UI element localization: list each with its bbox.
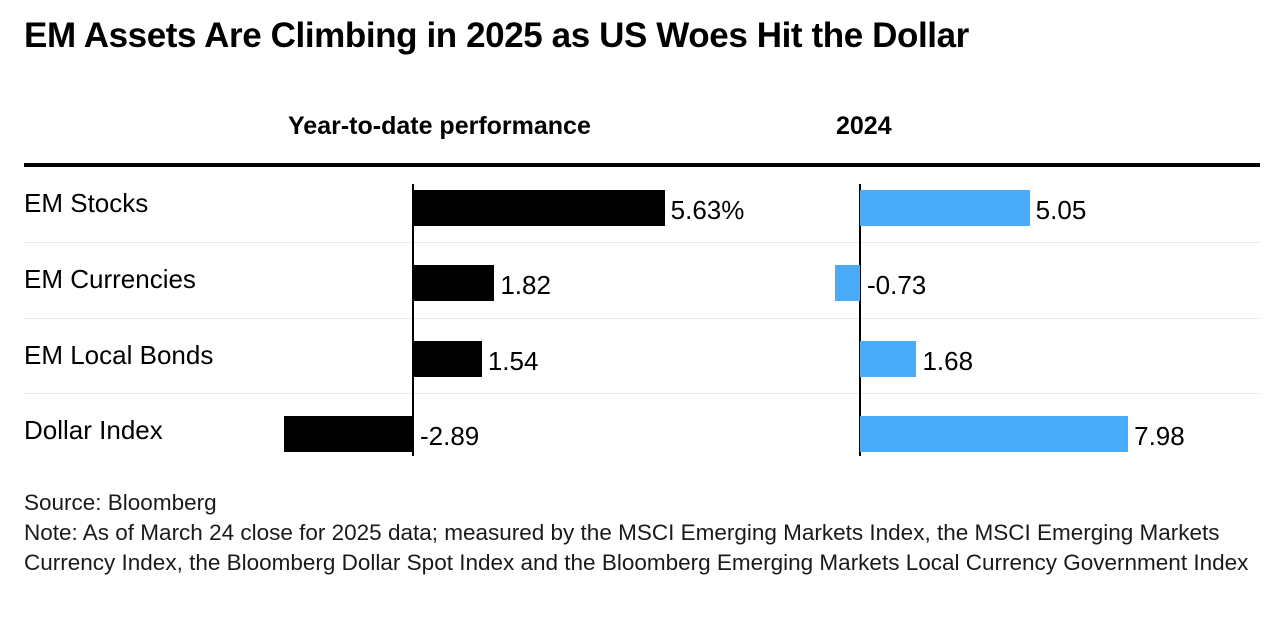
source-note: Source: Bloomberg xyxy=(24,490,217,515)
chart-footer: Source: Bloomberg Note: As of March 24 c… xyxy=(24,488,1264,578)
ytd-bar xyxy=(413,341,482,377)
y2024-value-label: 5.05 xyxy=(1035,195,1087,225)
row-label: EM Stocks xyxy=(24,188,149,218)
ytd-value-label: 5.63% xyxy=(670,195,745,225)
ytd-column-header: Year-to-date performance xyxy=(288,112,591,140)
y2024-value-label: 1.68 xyxy=(922,346,974,376)
ytd-bar xyxy=(413,265,495,301)
row-label: EM Local Bonds xyxy=(24,340,214,370)
ytd-value-label: 1.82 xyxy=(500,270,551,300)
methodology-note: Note: As of March 24 close for 2025 data… xyxy=(24,520,1249,575)
ytd-value-label: 1.54 xyxy=(487,346,539,376)
2024-column-header: 2024 xyxy=(836,112,892,140)
y2024-bar xyxy=(860,341,917,377)
y2024-zero-line xyxy=(859,184,861,456)
y2024-value-label: -0.73 xyxy=(867,270,927,300)
row-separator xyxy=(24,242,1260,243)
ytd-bar xyxy=(283,416,413,452)
y2024-bar xyxy=(860,190,1030,226)
y2024-bar xyxy=(835,265,860,301)
row-separator xyxy=(24,393,1260,394)
row-label: Dollar Index xyxy=(24,415,163,445)
y2024-value-label: 7.98 xyxy=(1134,421,1185,451)
y2024-bar xyxy=(860,416,1129,452)
chart-title: EM Assets Are Climbing in 2025 as US Woe… xyxy=(24,16,969,55)
ytd-zero-line xyxy=(412,184,414,456)
row-separator xyxy=(24,318,1260,319)
ytd-bar xyxy=(413,190,665,226)
ytd-value-label: -2.89 xyxy=(420,421,480,451)
header-rule xyxy=(24,163,1260,167)
row-label: EM Currencies xyxy=(24,264,196,294)
